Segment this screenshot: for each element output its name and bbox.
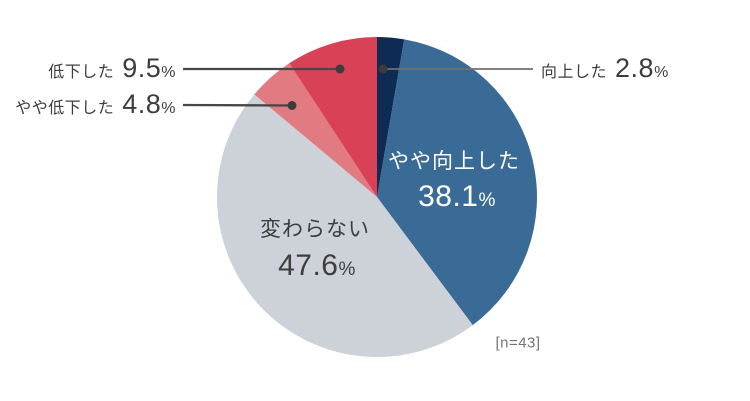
sample-size-note: [n=43]: [495, 334, 541, 352]
percent-sign: %: [161, 99, 176, 117]
callout-slightly-lowered-label: やや低下した: [15, 99, 115, 117]
callout-slightly-lowered-value: 4.8%: [122, 88, 176, 119]
pie-slice-3: [254, 63, 377, 198]
callout-improved: 向上した 2.8%: [541, 53, 669, 84]
slice-label-unchanged: 変わらない: [260, 218, 370, 241]
pie-slice-2: [217, 94, 473, 358]
percent-sign: %: [478, 190, 496, 211]
callout-improved-value: 2.8%: [615, 52, 669, 83]
percent-sign: %: [161, 63, 176, 81]
slice-value-unchanged: 47.6%: [278, 249, 356, 282]
slice-label-slightly-improved: やや向上した: [388, 150, 520, 173]
callout-lowered-label: 低下した: [48, 63, 115, 81]
callout-lowered-value: 9.5%: [122, 52, 176, 83]
leader-line-improved-dot: [378, 64, 388, 74]
pie-slice-1: [377, 39, 538, 326]
callout-lowered: 低下した 9.5%: [48, 53, 176, 84]
callout-improved-label: 向上した: [541, 63, 608, 81]
pie-slice-0: [377, 37, 405, 197]
percent-sign: %: [654, 63, 669, 81]
pie-slice-4: [289, 37, 377, 197]
percent-sign: %: [338, 259, 356, 280]
slice-value-slightly-improved: 38.1%: [418, 180, 496, 213]
leader-line-slightly-lowered-dot: [287, 101, 297, 110]
callout-slightly-lowered: やや低下した 4.8%: [15, 89, 176, 120]
leader-line-slightly-lowered: [182, 103, 293, 107]
leader-line-lowered-dot: [335, 64, 345, 74]
